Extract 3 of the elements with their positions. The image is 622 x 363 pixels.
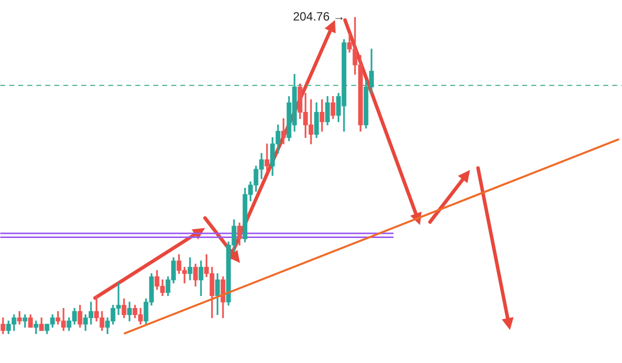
candlestick <box>34 320 38 334</box>
annotation: 204.76 → <box>292 10 345 24</box>
candlestick <box>264 144 270 173</box>
